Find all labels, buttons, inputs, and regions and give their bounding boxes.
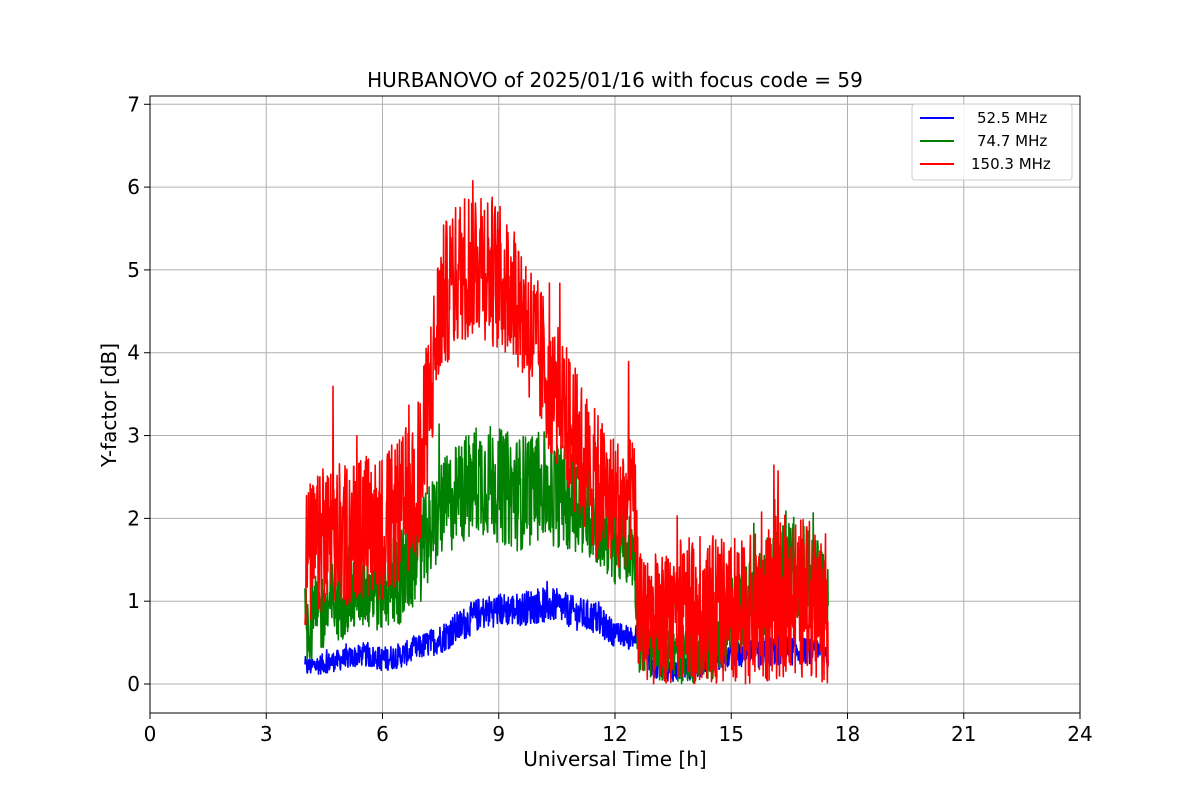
legend-label-52-5: 52.5 MHz	[977, 109, 1047, 127]
x-tick-label: 0	[144, 722, 157, 746]
y-tick-label: 3	[127, 424, 140, 448]
y-tick-label: 6	[127, 175, 140, 199]
x-tick-label: 24	[1067, 722, 1092, 746]
x-tick-label: 21	[951, 722, 976, 746]
x-tick-label: 15	[719, 722, 744, 746]
x-tick-label: 6	[376, 722, 389, 746]
y-tick-label: 0	[127, 672, 140, 696]
y-axis-label: Y-factor [dB]	[97, 343, 121, 468]
x-tick-label: 9	[492, 722, 505, 746]
y-tick-label: 4	[127, 341, 140, 365]
x-tick-label: 3	[260, 722, 273, 746]
y-tick-label: 5	[127, 258, 140, 282]
y-tick-label: 1	[127, 589, 140, 613]
legend-box	[911, 103, 1073, 181]
x-tick-label: 12	[602, 722, 627, 746]
y-tick-label: 2	[127, 506, 140, 530]
x-tick-label: 18	[835, 722, 860, 746]
x-axis-label: Universal Time [h]	[523, 747, 706, 771]
chart-title: HURBANOVO of 2025/01/16 with focus code …	[367, 68, 863, 92]
y-tick-label: 7	[127, 92, 140, 116]
legend-label-74-7: 74.7 MHz	[977, 132, 1047, 150]
legend-label-150-3: 150.3 MHz	[971, 155, 1051, 173]
legend: 52.5 MHz 74.7 MHz 150.3 MHz	[911, 103, 1073, 181]
series-line-150-3-mhz	[304, 179, 829, 685]
series-layer	[304, 179, 829, 685]
